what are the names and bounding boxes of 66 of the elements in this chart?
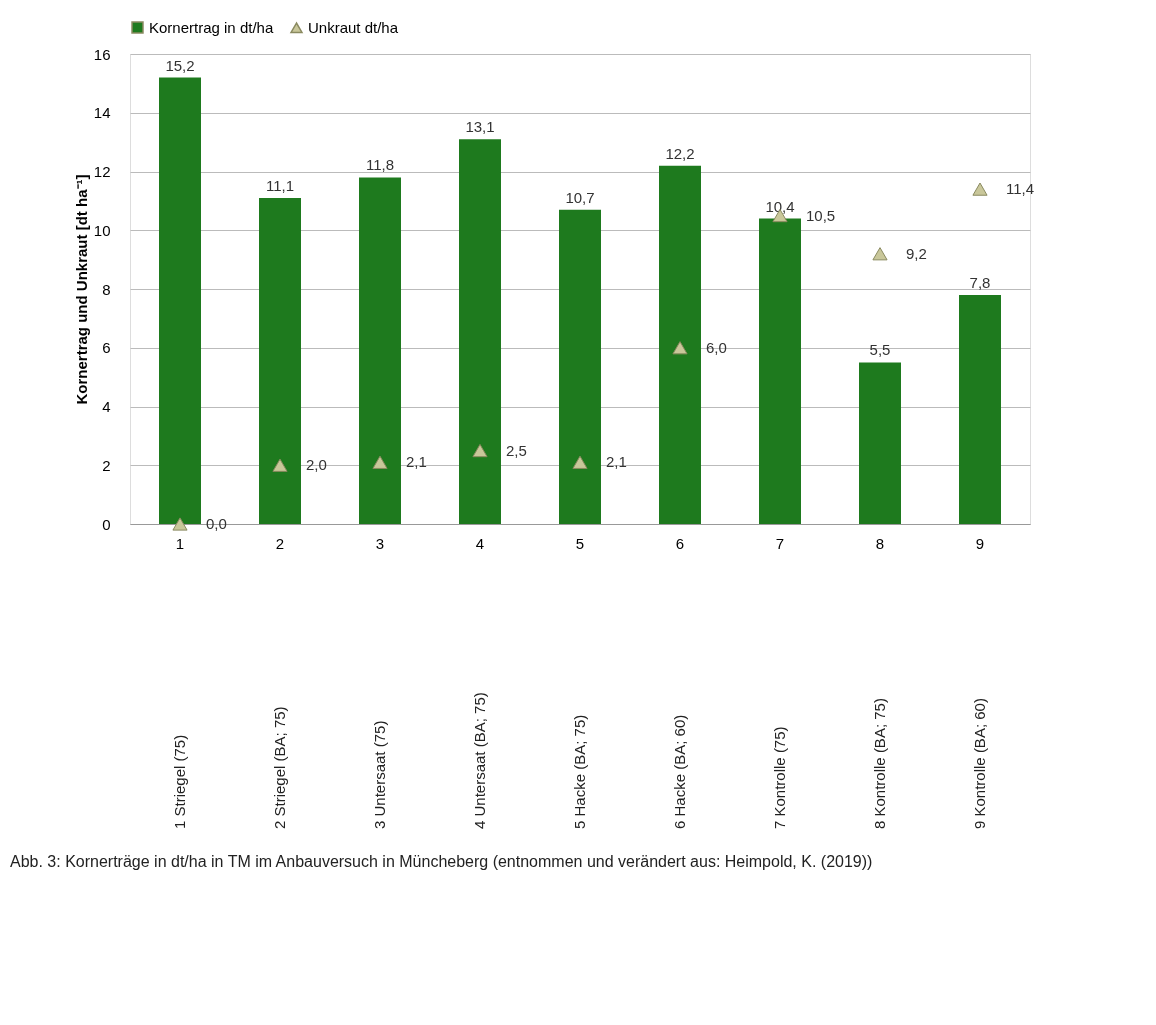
y-tick-label: 12: [93, 163, 111, 180]
x-tick-label: 8: [875, 534, 885, 552]
x-tick-label: 3: [375, 534, 385, 552]
x-tick-label: 9: [975, 534, 985, 552]
point: [572, 455, 588, 469]
text: 5 Hacke (BA; 75): [571, 714, 588, 829]
data-label: 6,0: [706, 338, 727, 356]
text: 1 Striegel (75): [171, 734, 188, 829]
point: [872, 247, 888, 261]
data-label: 11,1: [265, 176, 295, 194]
data-label: 13,1: [465, 118, 495, 136]
text: 8 Kontrolle (BA; 75): [871, 698, 888, 829]
y-tick-label: 8: [102, 280, 111, 298]
data-label: 10,4: [765, 197, 795, 215]
y-tick-label: 16: [93, 45, 111, 63]
y-tick-label: 10: [93, 221, 111, 239]
data-label: 11,8: [365, 156, 395, 174]
x-tick-label: 5: [575, 534, 585, 552]
point: [272, 458, 288, 472]
text: 7 Kontrolle (75): [771, 726, 788, 829]
legend-label: Unkraut dt/ha: [308, 18, 399, 36]
data-label: 0,0: [206, 515, 227, 532]
data-label: 2,5: [506, 441, 527, 459]
x-tick-label: 2: [275, 534, 285, 552]
text: 2 Striegel (BA; 75): [271, 706, 288, 829]
y-tick-label: 4: [102, 398, 111, 415]
bar: [759, 218, 801, 524]
bar: [159, 77, 201, 524]
bar: [559, 209, 601, 524]
text: 4 Untersaat (BA; 75): [471, 692, 488, 829]
legend-label: Kornertrag in dt/ha: [149, 18, 274, 36]
bar: [659, 165, 701, 524]
data-label: 9,2: [906, 244, 927, 262]
point: [472, 443, 488, 458]
bar: [959, 294, 1001, 524]
data-label: 2,1: [406, 453, 427, 471]
point: [672, 341, 688, 355]
text: 6 Hacke (BA; 60): [671, 714, 688, 829]
data-label: 7,8: [969, 273, 991, 291]
text: 3 Untersaat (75): [371, 720, 388, 829]
data-label: 2,0: [306, 456, 327, 474]
bar: [859, 362, 901, 524]
data-label: 5,5: [869, 341, 891, 359]
point: [372, 455, 388, 469]
data-label: 10,5: [806, 206, 836, 224]
caption: Abb. 3: Kornerträge in dt/ha in TM im Anbauversuch in Müncheberg (entnommen und verändert aus: Heimpold, K. (2019)): [10, 853, 873, 870]
y-tick-label: 2: [102, 456, 111, 474]
x-tick-label: 4: [475, 534, 485, 552]
text: 9 Kontrolle (BA; 60): [971, 698, 988, 829]
bar: [459, 139, 501, 524]
data-label: 10,7: [565, 188, 595, 206]
x-tick-label: 6: [675, 534, 685, 552]
point: [972, 182, 988, 196]
data-label: 2,1: [606, 453, 627, 471]
x-tick-label: 7: [775, 534, 785, 552]
data-label: 11,4: [1006, 180, 1035, 198]
data-label: 15,2: [165, 56, 195, 74]
point: [172, 517, 188, 531]
bar: [259, 197, 301, 524]
y-tick-label: 14: [93, 104, 111, 122]
bar: [359, 177, 401, 524]
data-label: 12,2: [665, 144, 695, 162]
y-axis-title: Kornertrag und Unkraut [dt ha⁻¹]: [72, 174, 90, 405]
y-tick-label: 0: [102, 515, 111, 533]
x-tick-label: 1: [175, 534, 185, 552]
y-tick-label: 6: [102, 339, 111, 357]
